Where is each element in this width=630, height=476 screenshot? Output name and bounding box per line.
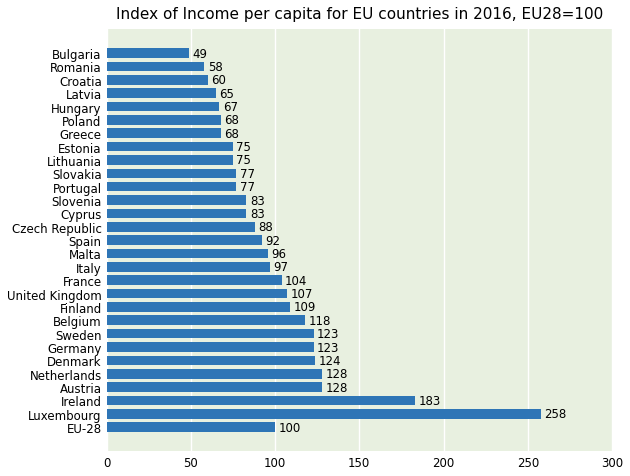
Text: 68: 68 (224, 128, 239, 140)
Title: Index of Income per capita for EU countries in 2016, EU28=100: Index of Income per capita for EU countr… (116, 7, 603, 22)
Bar (106, 156, 233, 166)
Bar (106, 383, 322, 392)
Bar (106, 423, 275, 432)
Bar (106, 289, 287, 299)
Text: 68: 68 (224, 114, 239, 127)
Bar (106, 169, 236, 179)
Text: 58: 58 (208, 61, 222, 74)
Bar (106, 129, 221, 139)
Text: 75: 75 (236, 141, 251, 154)
Text: 258: 258 (544, 407, 567, 420)
Bar (106, 302, 290, 312)
Text: 123: 123 (317, 327, 340, 340)
Bar (106, 262, 270, 272)
Bar (106, 316, 306, 326)
Bar (106, 369, 322, 379)
Bar (106, 102, 219, 112)
Bar (106, 116, 221, 125)
Bar (106, 249, 268, 259)
Text: 83: 83 (249, 194, 265, 207)
Bar (106, 356, 316, 366)
Text: 60: 60 (211, 74, 226, 87)
Text: 118: 118 (309, 314, 331, 327)
Bar (106, 276, 282, 286)
Text: 75: 75 (236, 154, 251, 167)
Text: 123: 123 (317, 341, 340, 354)
Bar (106, 62, 204, 72)
Text: 97: 97 (273, 261, 289, 274)
Bar (106, 209, 246, 219)
Text: 107: 107 (290, 288, 312, 300)
Bar (106, 396, 415, 406)
Text: 96: 96 (272, 248, 287, 260)
Text: 183: 183 (418, 394, 440, 407)
Bar (106, 409, 541, 419)
Text: 77: 77 (239, 181, 255, 194)
Text: 128: 128 (326, 367, 348, 380)
Bar (106, 76, 208, 85)
Bar (106, 142, 233, 152)
Text: 92: 92 (265, 234, 280, 247)
Text: 104: 104 (285, 274, 307, 287)
Text: 83: 83 (249, 208, 265, 220)
Text: 67: 67 (223, 101, 238, 114)
Bar (106, 343, 314, 352)
Bar (106, 49, 189, 59)
Text: 77: 77 (239, 168, 255, 180)
Text: 65: 65 (219, 88, 234, 100)
Bar (106, 196, 246, 206)
Bar (106, 89, 216, 99)
Bar (106, 182, 236, 192)
Text: 128: 128 (326, 381, 348, 394)
Text: 124: 124 (319, 354, 341, 367)
Text: 100: 100 (278, 421, 301, 434)
Text: 109: 109 (294, 301, 316, 314)
Text: 49: 49 (193, 48, 207, 60)
Bar (106, 236, 261, 246)
Bar (106, 329, 314, 339)
Bar (106, 222, 255, 232)
Text: 88: 88 (258, 221, 273, 234)
